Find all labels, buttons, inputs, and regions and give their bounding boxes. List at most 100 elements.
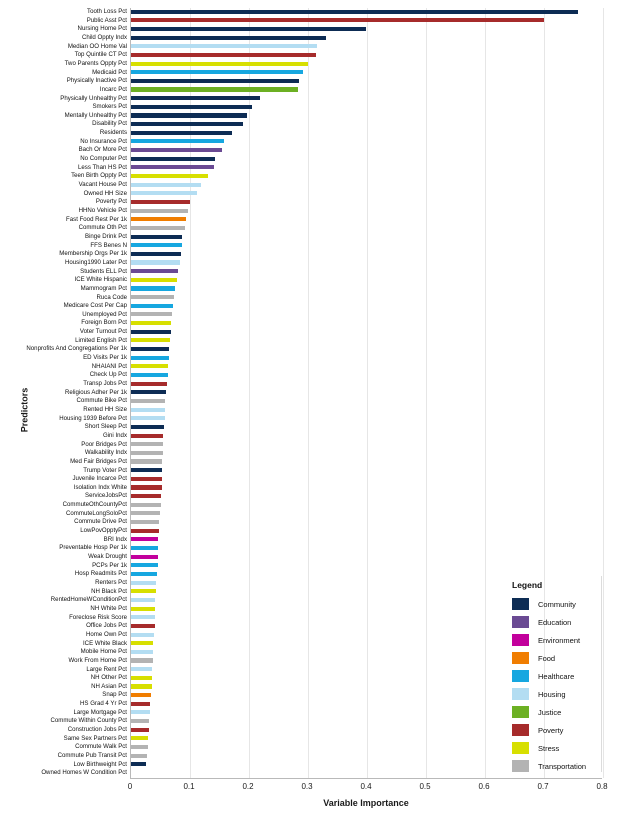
bar [131,710,150,715]
y-tick-label: Poor Bridges Pct [81,440,127,448]
bar-row: Ruca Code [97,294,602,303]
y-tick-label: Same Sex Partners Pct [63,734,127,742]
bar [131,727,149,732]
y-tick-label: Voter Turnout Pct [79,328,127,336]
y-tick-label: No Insurance Pct [80,137,127,145]
bar [131,450,163,455]
bar [131,407,165,412]
legend-item[interactable]: Poverty [512,721,630,739]
y-tick-label: Large Rent Pct [86,665,127,673]
legend-label: Justice [538,707,562,717]
bar [131,632,154,637]
y-tick-label: Commute Within County Pct [50,717,127,725]
bar-row: Renters Pct [95,579,602,588]
y-tick-label: Hosp Readmits Pct [74,570,127,578]
bar-row: Home Own Pct [86,631,602,640]
bar-row: Unemployed Pct [82,311,602,320]
y-tick-label: NHAIANI Pct [91,362,127,370]
bar-row: Top Quintile CT Pct [75,51,602,60]
bar-row: FFS Benes N [90,242,602,251]
y-tick-label: ICE White Black [82,639,127,647]
bar-row: HS Grad 4 Yr Pct [80,700,602,709]
bar [131,390,167,395]
legend-divider [601,576,602,772]
bar-row: LowPovOpptyPct [80,527,602,536]
bar-row: Child Oppty Indx [82,34,602,43]
bar-row: Trump Voter Pct [83,467,602,476]
bar-row: Transp Jobs Pct [83,380,602,389]
bar-row: Medicare Cost Per Cap [64,302,602,311]
legend-label: Food [538,653,556,663]
x-tick-label: 0.6 [478,782,490,791]
legend-item[interactable]: Food [512,649,630,667]
legend-item[interactable]: Justice [512,703,630,721]
x-tick-label: 0 [127,782,133,791]
bar [131,476,162,481]
bar [131,182,201,187]
y-tick-label: Binge Drink Pct [85,232,127,240]
legend-item[interactable]: Housing [512,685,630,703]
bar-row: ServiceJobsPct [85,492,602,501]
bar-row: Owned Homes W Condition Pct [41,769,602,778]
bar [131,684,152,689]
bar-row: Bach Or More Pct [79,146,602,155]
y-tick-label: CommuteLongSoloPct [66,509,127,517]
y-tick-label: Foreign Born Pct [81,319,127,327]
bar [131,139,225,144]
bar-row: Owned HH Size [84,190,602,199]
bar [131,26,366,31]
bar-row: Physically Unhealthy Pct [60,95,602,104]
bar [131,520,160,525]
y-tick-label: Physically Unhealthy Pct [60,94,127,102]
legend-label: Poverty [538,725,564,735]
bar [131,485,162,490]
bar [131,104,252,109]
y-tick-label: Medicare Cost Per Cap [63,302,127,310]
legend-item[interactable]: Environment [512,631,630,649]
bar [131,502,161,507]
y-tick-label: NH Black Pct [91,587,127,595]
legend: Legend Community Education Environment Food… [512,576,630,775]
y-tick-label: Teen Birth Oppty Pct [71,172,127,180]
legend-label: Community [538,599,576,609]
y-tick-label: Median OO Home Val [67,42,127,50]
legend-item[interactable]: Healthcare [512,667,630,685]
legend-item[interactable]: Transportation [512,757,630,775]
bar [131,563,158,568]
bar [131,433,164,438]
y-tick-label: Owned HH Size [83,189,127,197]
x-tick-label: 0.4 [360,782,372,791]
y-tick-label: Juvenile Incarce Pct [72,475,127,483]
y-tick-label: NH Other Pct [90,674,127,682]
legend-items: Community Education Environment Food Healthc… [512,595,630,775]
legend-item[interactable]: Community [512,595,630,613]
bar-row: Snap Pct [102,691,602,700]
legend-swatch [512,688,529,700]
bar-row: Incarc Pct [100,86,602,95]
y-tick-label: Two Parents Oppty Pct [64,59,127,67]
bar [131,234,182,239]
legend-item[interactable]: Education [512,613,630,631]
bar [131,459,163,464]
bar [131,78,300,83]
y-tick-label: Tooth Loss Pct [87,8,127,15]
bar [131,165,214,170]
bar-row: Foreclose Risk Score [69,614,602,623]
y-tick-label: NH Asian Pct [91,682,127,690]
bar-row: Nonprofits And Congregations Per 1k [26,345,602,354]
legend-title: Legend [512,580,543,590]
y-tick-label: Disability Pct [92,120,127,128]
bar-row: NH Black Pct [91,588,602,597]
bar [131,113,248,118]
y-tick-label: Foreclose Risk Score [69,613,127,621]
legend-swatch [512,724,529,736]
legend-item[interactable]: Stress [512,739,630,757]
bar [131,277,178,282]
bar-row: Same Sex Partners Pct [64,735,602,744]
y-tick-label: Mobile Home Pct [80,648,127,656]
legend-swatch [512,670,529,682]
bar [131,156,215,161]
bar-row: Housing 1939 Before Pct [59,415,602,424]
bar [131,260,180,265]
